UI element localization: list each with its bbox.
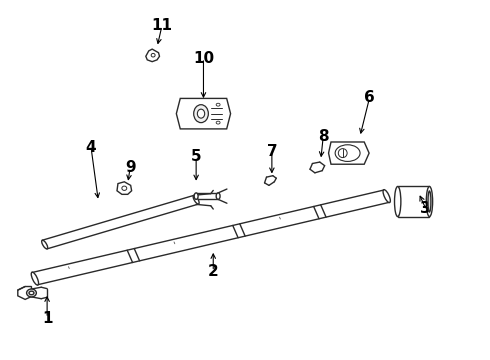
Text: 3: 3	[420, 201, 431, 216]
Ellipse shape	[216, 193, 220, 199]
Ellipse shape	[197, 109, 205, 118]
Ellipse shape	[31, 272, 39, 285]
Ellipse shape	[194, 105, 208, 123]
Polygon shape	[117, 182, 132, 194]
Ellipse shape	[42, 240, 48, 249]
Polygon shape	[176, 98, 231, 129]
Ellipse shape	[194, 193, 198, 199]
Text: 5: 5	[191, 149, 201, 164]
Text: 10: 10	[193, 50, 214, 66]
Text: 11: 11	[151, 18, 172, 33]
Text: 8: 8	[318, 130, 328, 144]
Ellipse shape	[26, 289, 36, 297]
Ellipse shape	[428, 191, 431, 212]
Text: 2: 2	[208, 264, 219, 279]
Text: 1: 1	[42, 311, 52, 325]
Polygon shape	[398, 186, 429, 217]
Text: 7: 7	[267, 144, 277, 159]
Ellipse shape	[193, 195, 199, 204]
Polygon shape	[146, 49, 159, 62]
Text: 9: 9	[125, 160, 136, 175]
Text: 6: 6	[364, 90, 375, 105]
Ellipse shape	[383, 190, 391, 203]
Ellipse shape	[29, 291, 34, 295]
Ellipse shape	[426, 186, 433, 217]
Polygon shape	[18, 287, 31, 300]
Text: 4: 4	[86, 140, 97, 155]
Ellipse shape	[394, 186, 401, 217]
Polygon shape	[329, 142, 369, 164]
